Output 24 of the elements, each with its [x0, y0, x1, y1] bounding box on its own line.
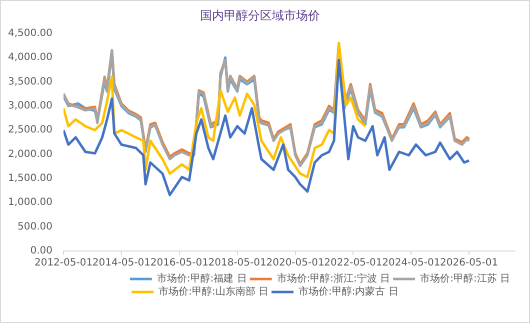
y-tick-label: 1,500.00: [8, 173, 53, 184]
x-tick-label: 2018-05-01: [208, 258, 266, 269]
x-tick-label: 2024-05-01: [382, 258, 440, 269]
x-tick-label: 2026-05-01: [440, 258, 498, 269]
legend-label: 市场价:甲醇:福建 日: [156, 272, 247, 285]
y-tick-label: 4,500.00: [8, 28, 53, 39]
y-tick-label: 2,500.00: [8, 124, 53, 136]
legend-label: 市场价:甲醇:江苏 日: [420, 272, 510, 285]
x-tick-label: 2012-05-01: [34, 258, 93, 269]
chart-title: 国内甲醇分区域市场价: [200, 8, 320, 22]
x-tick-label: 2014-05-01: [92, 258, 150, 269]
legend-label: 市场价:甲醇:浙江:宁波 日: [276, 272, 390, 285]
y-tick-label: 0.00: [30, 246, 53, 257]
y-tick-label: 1,000.00: [8, 197, 53, 208]
y-tick-label: 3,000.00: [8, 100, 53, 112]
y-tick-label: 4,000.00: [8, 52, 53, 64]
y-tick-label: 500.00: [18, 221, 53, 232]
x-tick-label: 2020-05-01: [266, 258, 324, 269]
y-tick-label: 3,500.00: [8, 76, 53, 88]
legend-label: 市场价:甲醇:内蒙古 日: [298, 286, 398, 298]
x-tick-label: 2022-05-01: [324, 258, 382, 269]
x-tick-label: 2016-05-01: [150, 258, 208, 269]
y-tick-label: 2,000.00: [8, 148, 53, 160]
legend-label: 市场价:甲醇:山东南部 日: [158, 286, 269, 298]
